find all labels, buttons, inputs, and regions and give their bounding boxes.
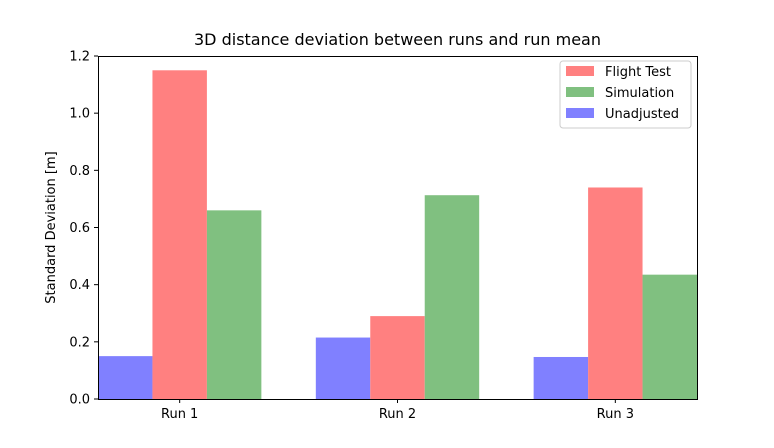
- y-tick-label: 0.6: [69, 221, 90, 236]
- y-tick-label: 0.0: [69, 393, 90, 408]
- legend-label-simulation: Simulation: [605, 86, 674, 101]
- x-tick-label: Run 1: [161, 407, 198, 422]
- x-axis-ticks: Run 1 Run 2 Run 3: [161, 399, 634, 422]
- y-tick-label: 1.0: [69, 107, 90, 122]
- bar-flight-test-run-3: [588, 187, 643, 399]
- bar-flight-test-run-1: [152, 70, 207, 400]
- plot-frame: [98, 56, 698, 400]
- chart-title: 3D distance deviation between runs and r…: [194, 30, 601, 49]
- legend-label-unadjusted: Unadjusted: [605, 107, 679, 122]
- bar-unadjusted-run-2: [315, 337, 371, 399]
- bar-simulation-run-3: [642, 274, 697, 399]
- bar-simulation-run-2: [424, 195, 480, 399]
- y-tick-label: 1.2: [69, 50, 90, 65]
- y-axis-ticks: 0.0 0.2 0.4 0.6 0.8 1.0 1.2: [69, 50, 98, 408]
- y-axis-label: Standard Deviation [m]: [44, 151, 59, 303]
- bar-simulation-run-1: [206, 210, 262, 399]
- x-tick-label: Run 2: [379, 407, 416, 422]
- legend: Flight Test Simulation Unadjusted: [559, 60, 692, 129]
- legend-swatch-simulation: [566, 87, 594, 97]
- x-tick-label: Run 3: [597, 407, 634, 422]
- y-tick-label: 0.2: [69, 335, 90, 350]
- legend-label-flight-test: Flight Test: [605, 65, 671, 80]
- y-tick-label: 0.4: [69, 278, 90, 293]
- bar-unadjusted-run-1: [98, 356, 153, 399]
- legend-swatch-flight-test: [566, 66, 594, 76]
- bar-flight-test-run-2: [370, 316, 425, 399]
- bars-group: [98, 70, 697, 400]
- legend-swatch-unadjusted: [566, 108, 594, 118]
- bar-unadjusted-run-3: [533, 356, 589, 399]
- y-tick-label: 0.8: [69, 164, 90, 179]
